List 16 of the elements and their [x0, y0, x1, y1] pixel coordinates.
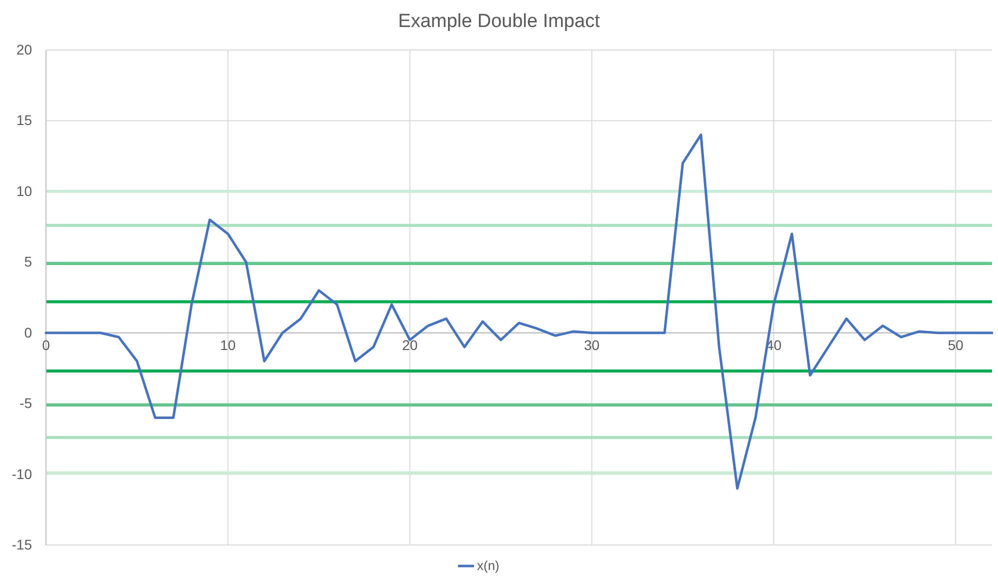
y-tick-label: -10 [12, 466, 32, 482]
chart-title: Example Double Impact [398, 11, 601, 32]
y-tick-label: 5 [24, 254, 32, 270]
y-tick-label: 15 [16, 112, 32, 128]
y-tick-label: -15 [12, 536, 32, 552]
x-tick-label: 10 [220, 336, 236, 353]
y-tick-label: 0 [24, 324, 32, 340]
x-tick-label: 0 [42, 336, 50, 353]
y-tick-label: 20 [16, 41, 32, 58]
x-tick-label: 50 [948, 336, 964, 353]
legend-label: x(n) [477, 558, 500, 573]
y-tick-label: 10 [16, 182, 32, 199]
line-series [44, 134, 994, 490]
y-tick-label: -5 [20, 395, 32, 412]
x-tick-label: 30 [584, 336, 600, 353]
x-tick-label: 20 [402, 336, 418, 353]
